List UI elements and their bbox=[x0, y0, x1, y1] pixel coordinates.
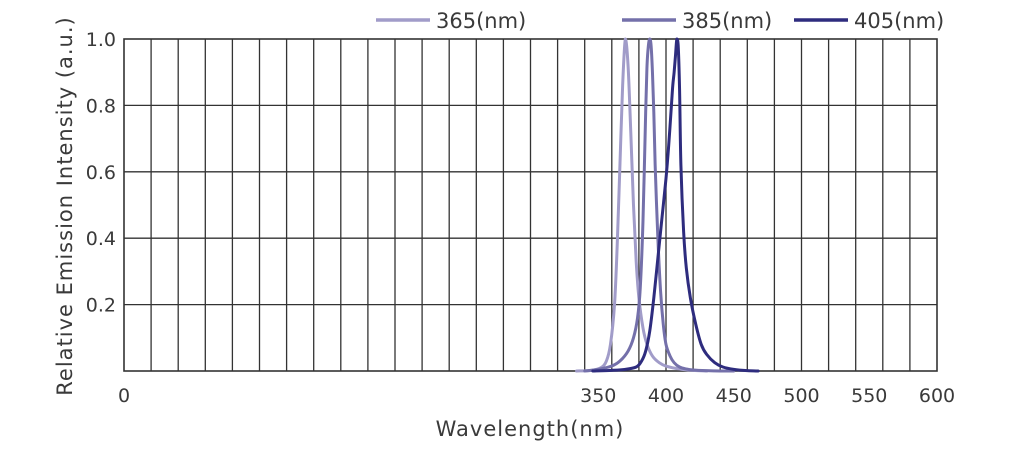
x-axis-ticks: 0 350 400 450 500 550 600 bbox=[118, 385, 955, 407]
legend: 365(nm) 385(nm) 405(nm) bbox=[376, 9, 944, 33]
series-group bbox=[575, 37, 760, 373]
y-axis-title: Relative Emission Intensity (a.u.) bbox=[53, 16, 77, 395]
plot-frame bbox=[123, 38, 938, 372]
x-tick-label: 0 bbox=[118, 385, 130, 407]
y-tick-label: 0.4 bbox=[86, 228, 116, 250]
legend-label-2: 385(nm) bbox=[682, 9, 772, 33]
x-tick-label: 400 bbox=[648, 385, 684, 407]
series-line-1 bbox=[575, 37, 709, 373]
series-line-3 bbox=[591, 37, 760, 373]
x-tick-label: 500 bbox=[783, 385, 819, 407]
y-tick-label: 0.6 bbox=[86, 162, 116, 184]
x-tick-label: 450 bbox=[716, 385, 752, 407]
x-axis-title: Wavelength(nm) bbox=[436, 417, 625, 441]
legend-label-3: 405(nm) bbox=[854, 9, 944, 33]
y-tick-label: 0.2 bbox=[86, 295, 116, 317]
y-axis-ticks: 0.2 0.4 0.6 0.8 1.0 bbox=[86, 29, 116, 317]
y-tick-label: 0.8 bbox=[86, 95, 116, 117]
grid bbox=[124, 39, 937, 371]
x-tick-label: 350 bbox=[580, 385, 616, 407]
x-tick-label: 550 bbox=[851, 385, 887, 407]
legend-label-1: 365(nm) bbox=[436, 9, 526, 33]
y-tick-label: 1.0 bbox=[86, 29, 116, 51]
x-tick-label: 600 bbox=[919, 385, 955, 407]
series-line-2 bbox=[583, 37, 736, 373]
